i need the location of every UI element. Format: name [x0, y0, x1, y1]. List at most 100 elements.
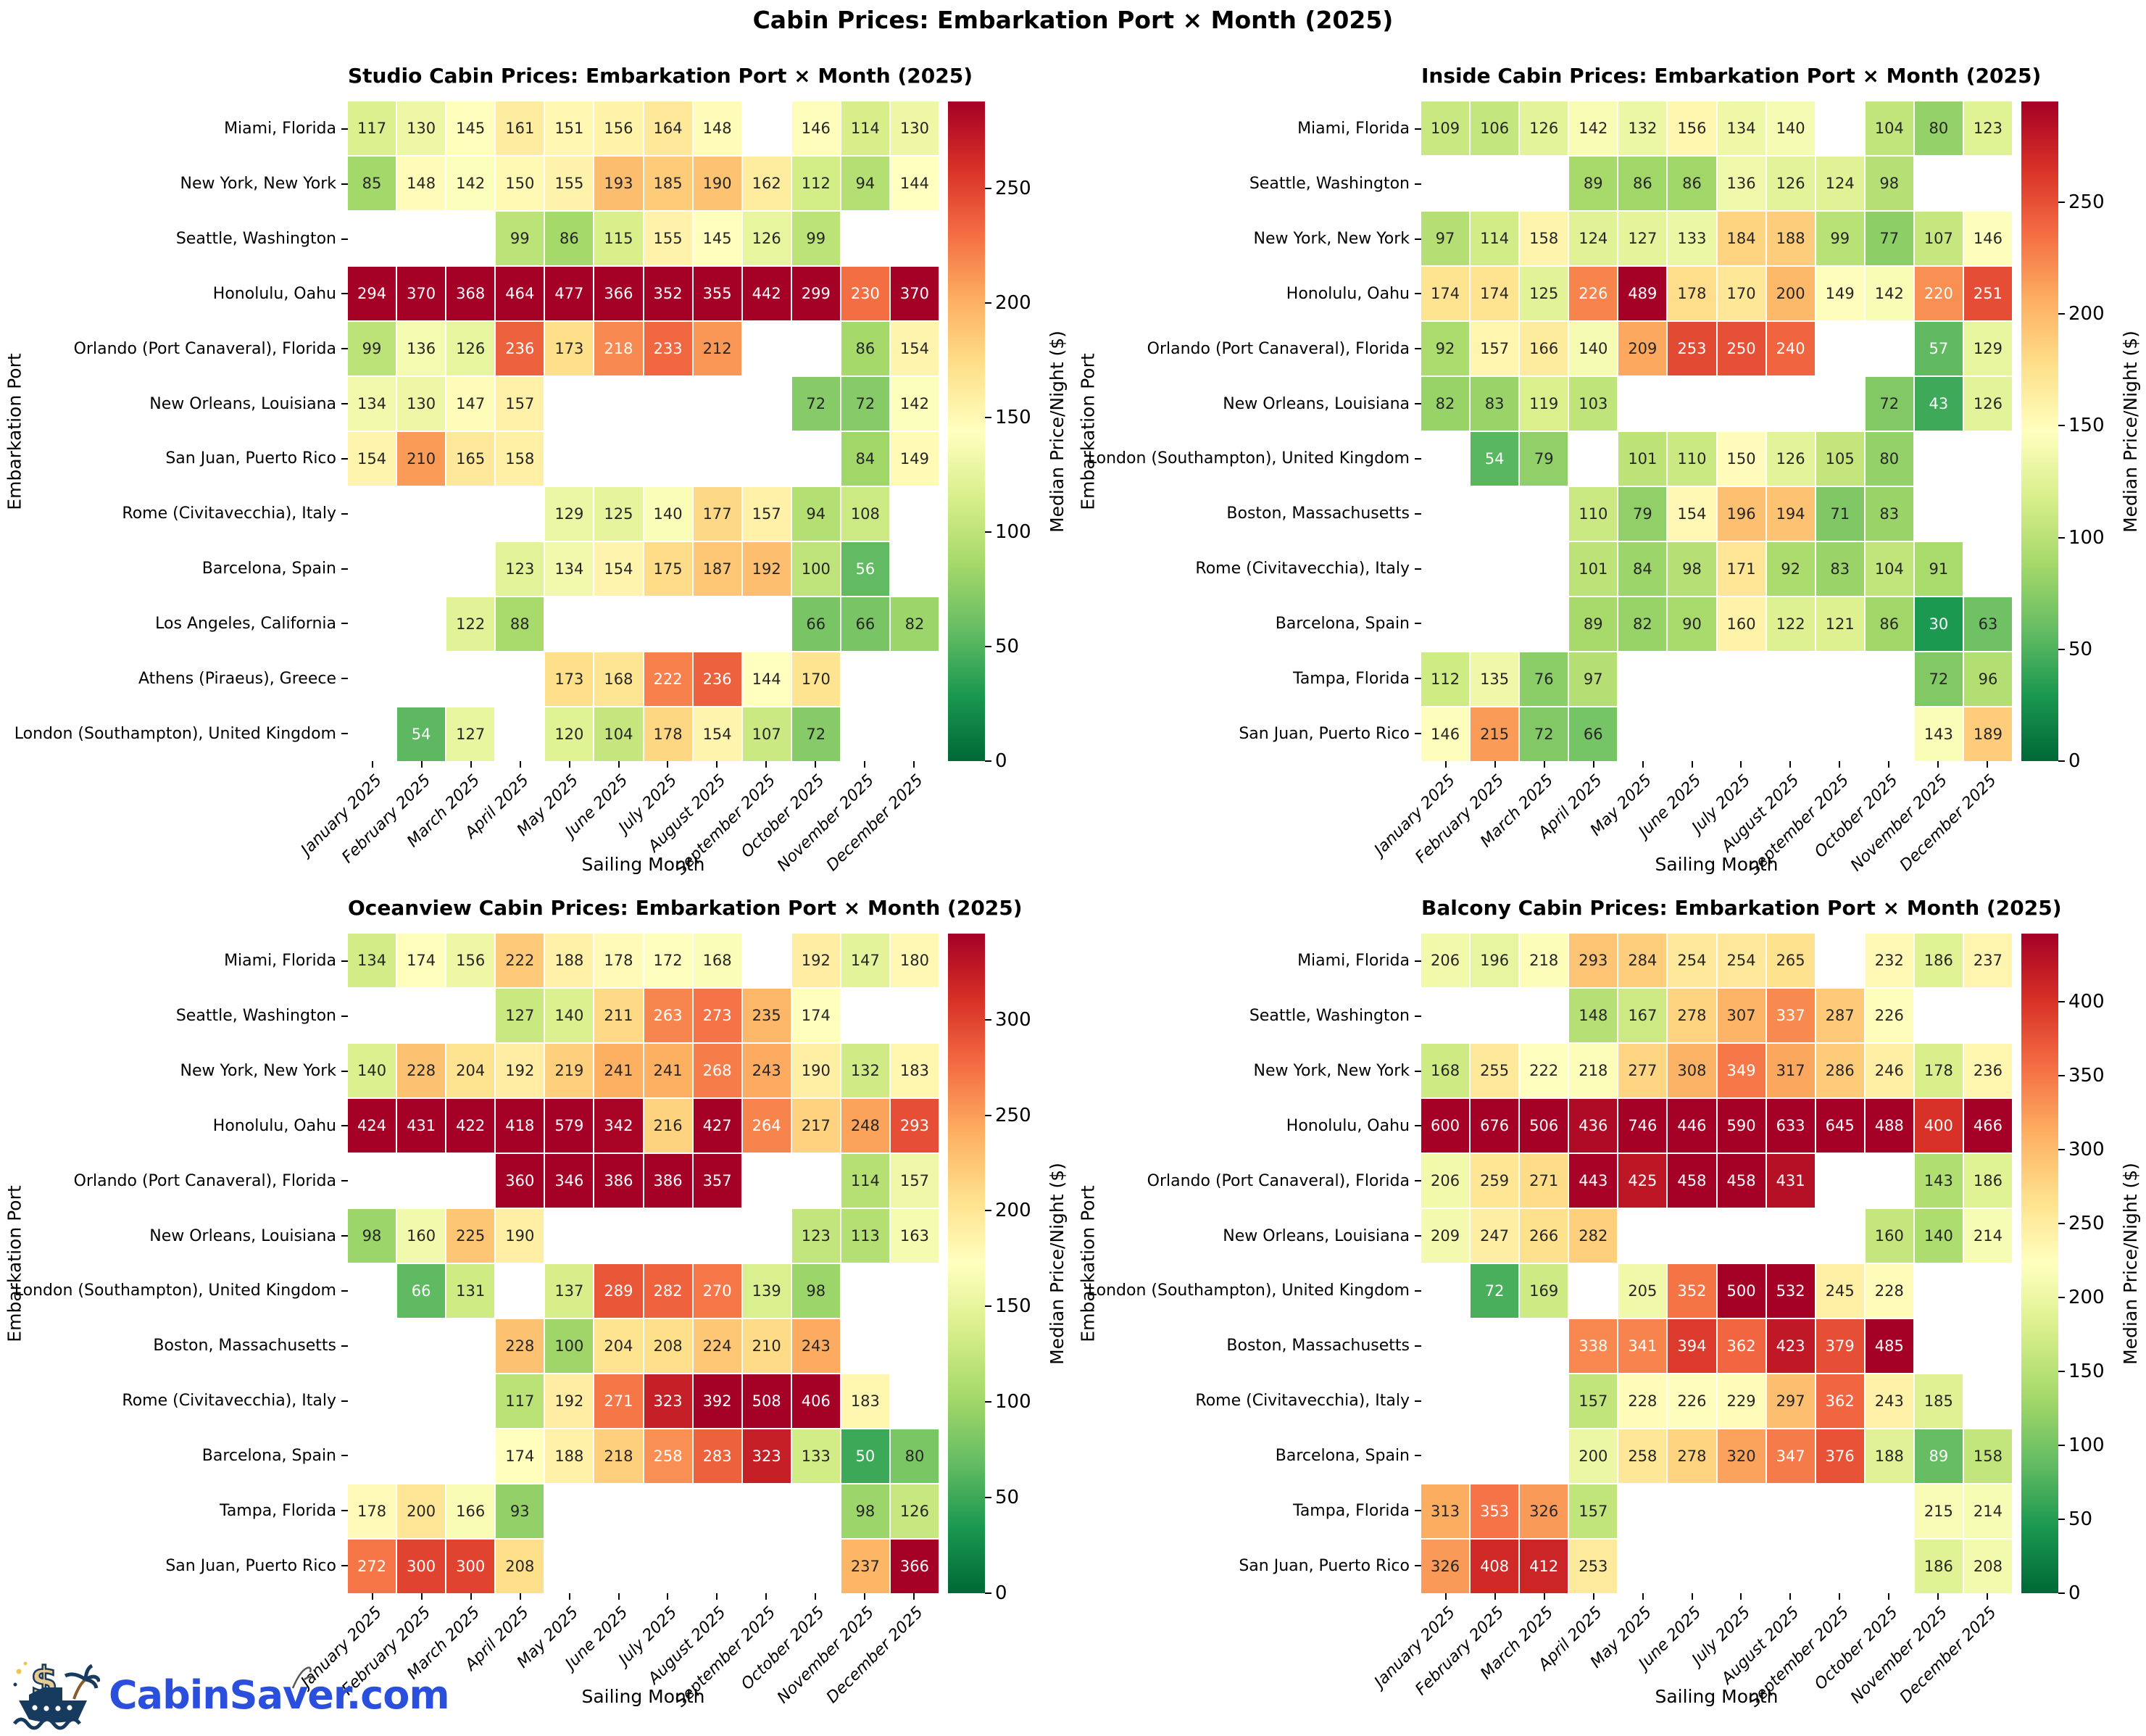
heatmap-cell	[348, 542, 396, 596]
heatmap-cell: 154	[890, 322, 939, 375]
heatmap-cell: 431	[1766, 1154, 1815, 1208]
colorbar-tick-label: 150	[2068, 1360, 2105, 1382]
heatmap-cell: 66	[841, 597, 889, 651]
heatmap-cell: 97	[1569, 652, 1618, 706]
cell-value: 143	[1924, 1171, 1953, 1189]
heatmap-cell: 386	[644, 1154, 692, 1208]
cell-value: 190	[505, 1226, 535, 1245]
cell-value: 323	[653, 1392, 683, 1410]
heatmap-cell: 99	[496, 212, 544, 265]
row-label-item: New Orleans, Louisiana	[1073, 1208, 1421, 1263]
heatmap-cell: 229	[1717, 1374, 1766, 1428]
y-tick-mark	[1415, 1235, 1421, 1237]
heatmap-cell: 92	[1766, 542, 1815, 596]
heatmap-cell: 143	[1914, 1154, 1963, 1208]
x-tick-mark	[1642, 1593, 1644, 1600]
heatmap-cell: 134	[348, 377, 396, 431]
colorbar-tick-mark	[2058, 648, 2065, 650]
cell-value: 271	[604, 1392, 633, 1410]
cell-value: 299	[801, 284, 831, 302]
cell-value: 458	[1677, 1171, 1707, 1189]
cell-value: 212	[702, 339, 732, 357]
cell-value: 341	[1628, 1337, 1658, 1355]
row-label: Rome (Civitavecchia), Italy	[1195, 560, 1410, 578]
cell-value: 165	[456, 449, 486, 468]
x-tick-mark	[420, 761, 423, 768]
cell-value: 210	[407, 449, 436, 468]
cell-value: 82	[904, 615, 925, 633]
x-tick-mark	[1691, 761, 1693, 768]
heatmap-cell	[891, 652, 939, 706]
heatmap-cell: 245	[1816, 1264, 1864, 1318]
row-label-item: London (Southampton), United Kingdom	[0, 1263, 348, 1318]
heatmap-cell	[792, 322, 840, 375]
heatmap-cell	[1964, 542, 2012, 596]
heatmap-cell: 140	[1569, 322, 1618, 375]
cell-value: 185	[1924, 1392, 1953, 1410]
heatmap-cell: 83	[1865, 487, 1913, 541]
cell-value: 143	[1924, 725, 1953, 743]
heatmap-cell: 193	[594, 157, 643, 210]
heatmap-cell: 477	[545, 267, 594, 320]
cell-value: 105	[1825, 449, 1855, 468]
heatmap-cell: 277	[1618, 1044, 1667, 1097]
heatmap-cell: 355	[693, 267, 741, 320]
colorbar-tick-label: 300	[2068, 1138, 2105, 1160]
row-label-item: Miami, Florida	[0, 101, 348, 157]
cell-value: 366	[899, 1557, 929, 1575]
y-tick-mark	[1415, 1070, 1421, 1072]
heatmap-cell: 97	[1421, 212, 1470, 265]
row-label: San Juan, Puerto Rico	[165, 449, 336, 468]
row-label-item: New York, New York	[0, 157, 348, 212]
x-tick-mark	[765, 761, 768, 768]
chart-title: Studio Cabin Prices: Embarkation Port × …	[348, 64, 973, 88]
heatmap-cell	[348, 597, 396, 651]
x-tick-mark	[371, 761, 373, 768]
y-tick-mark	[1415, 403, 1421, 405]
heatmap-cell	[1618, 1209, 1666, 1263]
x-tick-mark	[1740, 1593, 1742, 1600]
heatmap-cell	[1618, 1540, 1666, 1593]
heatmap-cell: 71	[1816, 487, 1864, 541]
heatmap-cell: 183	[890, 1044, 939, 1097]
row-label: London (Southampton), United Kingdom	[1087, 449, 1410, 468]
heatmap-cell	[1767, 1209, 1815, 1263]
row-label: Barcelona, Spain	[201, 560, 336, 578]
cell-value: 300	[407, 1557, 436, 1575]
heatmap-cell	[841, 707, 889, 761]
cell-value: 313	[1430, 1502, 1460, 1520]
heatmap-cell: 100	[791, 542, 840, 596]
cell-value: 200	[1776, 284, 1805, 302]
cell-value: 130	[407, 119, 436, 137]
heatmap-cell: 178	[1914, 1044, 1963, 1097]
cell-value: 370	[407, 284, 436, 302]
heatmap-cell	[1520, 157, 1568, 210]
cell-value: 235	[752, 1006, 781, 1024]
heatmap-cell	[1520, 989, 1568, 1042]
heatmap-cell	[1421, 157, 1469, 210]
heatmap-cell: 124	[1816, 157, 1864, 210]
heatmap-cell	[1915, 1319, 1963, 1373]
heatmap-cell: 43	[1914, 377, 1963, 431]
cell-value: 131	[456, 1282, 486, 1300]
cell-value: 100	[801, 560, 831, 578]
cell-value: 117	[357, 119, 387, 137]
row-label: Rome (Civitavecchia), Italy	[122, 1392, 336, 1411]
cell-value: 168	[1430, 1061, 1460, 1079]
heatmap-cell: 117	[496, 1374, 544, 1428]
heatmap-cell	[348, 707, 396, 761]
cell-value: 532	[1776, 1282, 1805, 1300]
heatmap-cell: 157	[1569, 1484, 1618, 1538]
cell-value: 204	[456, 1061, 486, 1079]
heatmap-cell: 140	[1766, 101, 1815, 155]
cell-value: 66	[855, 615, 876, 633]
heatmap-cell: 186	[1914, 1540, 1963, 1593]
heatmap-cell	[446, 1319, 494, 1373]
heatmap-cell: 185	[644, 157, 692, 210]
y-axis-title-text: Embarkation Port	[1077, 1184, 1099, 1342]
heatmap-grid: 117 130 145 161 151 156 164 148 146 114 130 85 148 14…	[348, 101, 939, 761]
heatmap-cell	[694, 1484, 741, 1538]
heatmap-cell	[348, 1154, 396, 1208]
heatmap-cell: 121	[1816, 597, 1864, 651]
row-label: Orlando (Port Canaveral), Florida	[1147, 339, 1410, 358]
